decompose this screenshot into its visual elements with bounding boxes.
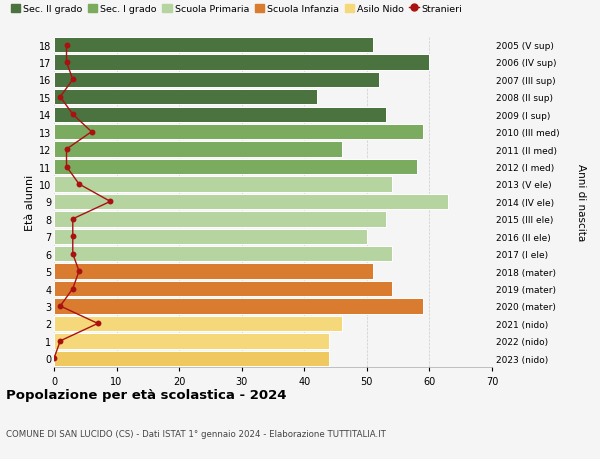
Bar bbox=[54, 264, 373, 279]
Bar bbox=[54, 55, 430, 71]
Point bbox=[62, 42, 71, 49]
Y-axis label: Anni di nascita: Anni di nascita bbox=[577, 163, 586, 241]
Bar bbox=[54, 246, 392, 262]
Point bbox=[68, 216, 77, 223]
Text: Popolazione per età scolastica - 2024: Popolazione per età scolastica - 2024 bbox=[6, 388, 287, 401]
Point bbox=[74, 181, 84, 188]
Bar bbox=[54, 90, 317, 105]
Bar bbox=[54, 333, 329, 349]
Legend: Sec. II grado, Sec. I grado, Scuola Primaria, Scuola Infanzia, Asilo Nido, Stran: Sec. II grado, Sec. I grado, Scuola Prim… bbox=[11, 5, 463, 14]
Point bbox=[93, 320, 103, 327]
Point bbox=[68, 112, 77, 119]
Point bbox=[62, 146, 71, 153]
Bar bbox=[54, 299, 423, 314]
Point bbox=[68, 77, 77, 84]
Point bbox=[55, 337, 65, 345]
Bar bbox=[54, 142, 342, 157]
Y-axis label: Età alunni: Età alunni bbox=[25, 174, 35, 230]
Bar bbox=[54, 351, 329, 366]
Point bbox=[106, 198, 115, 206]
Point bbox=[55, 94, 65, 101]
Bar bbox=[54, 177, 392, 192]
Point bbox=[49, 355, 59, 362]
Bar bbox=[54, 73, 379, 88]
Bar bbox=[54, 107, 386, 123]
Bar bbox=[54, 229, 367, 244]
Point bbox=[68, 251, 77, 258]
Point bbox=[62, 59, 71, 67]
Bar bbox=[54, 194, 448, 210]
Point bbox=[87, 129, 97, 136]
Point bbox=[68, 285, 77, 292]
Bar bbox=[54, 281, 392, 297]
Point bbox=[68, 233, 77, 241]
Bar bbox=[54, 160, 417, 175]
Point bbox=[62, 163, 71, 171]
Bar bbox=[54, 316, 342, 331]
Text: COMUNE DI SAN LUCIDO (CS) - Dati ISTAT 1° gennaio 2024 - Elaborazione TUTTITALIA: COMUNE DI SAN LUCIDO (CS) - Dati ISTAT 1… bbox=[6, 429, 386, 438]
Bar bbox=[54, 125, 423, 140]
Bar bbox=[54, 212, 386, 227]
Point bbox=[74, 268, 84, 275]
Bar bbox=[54, 38, 373, 53]
Point bbox=[55, 302, 65, 310]
